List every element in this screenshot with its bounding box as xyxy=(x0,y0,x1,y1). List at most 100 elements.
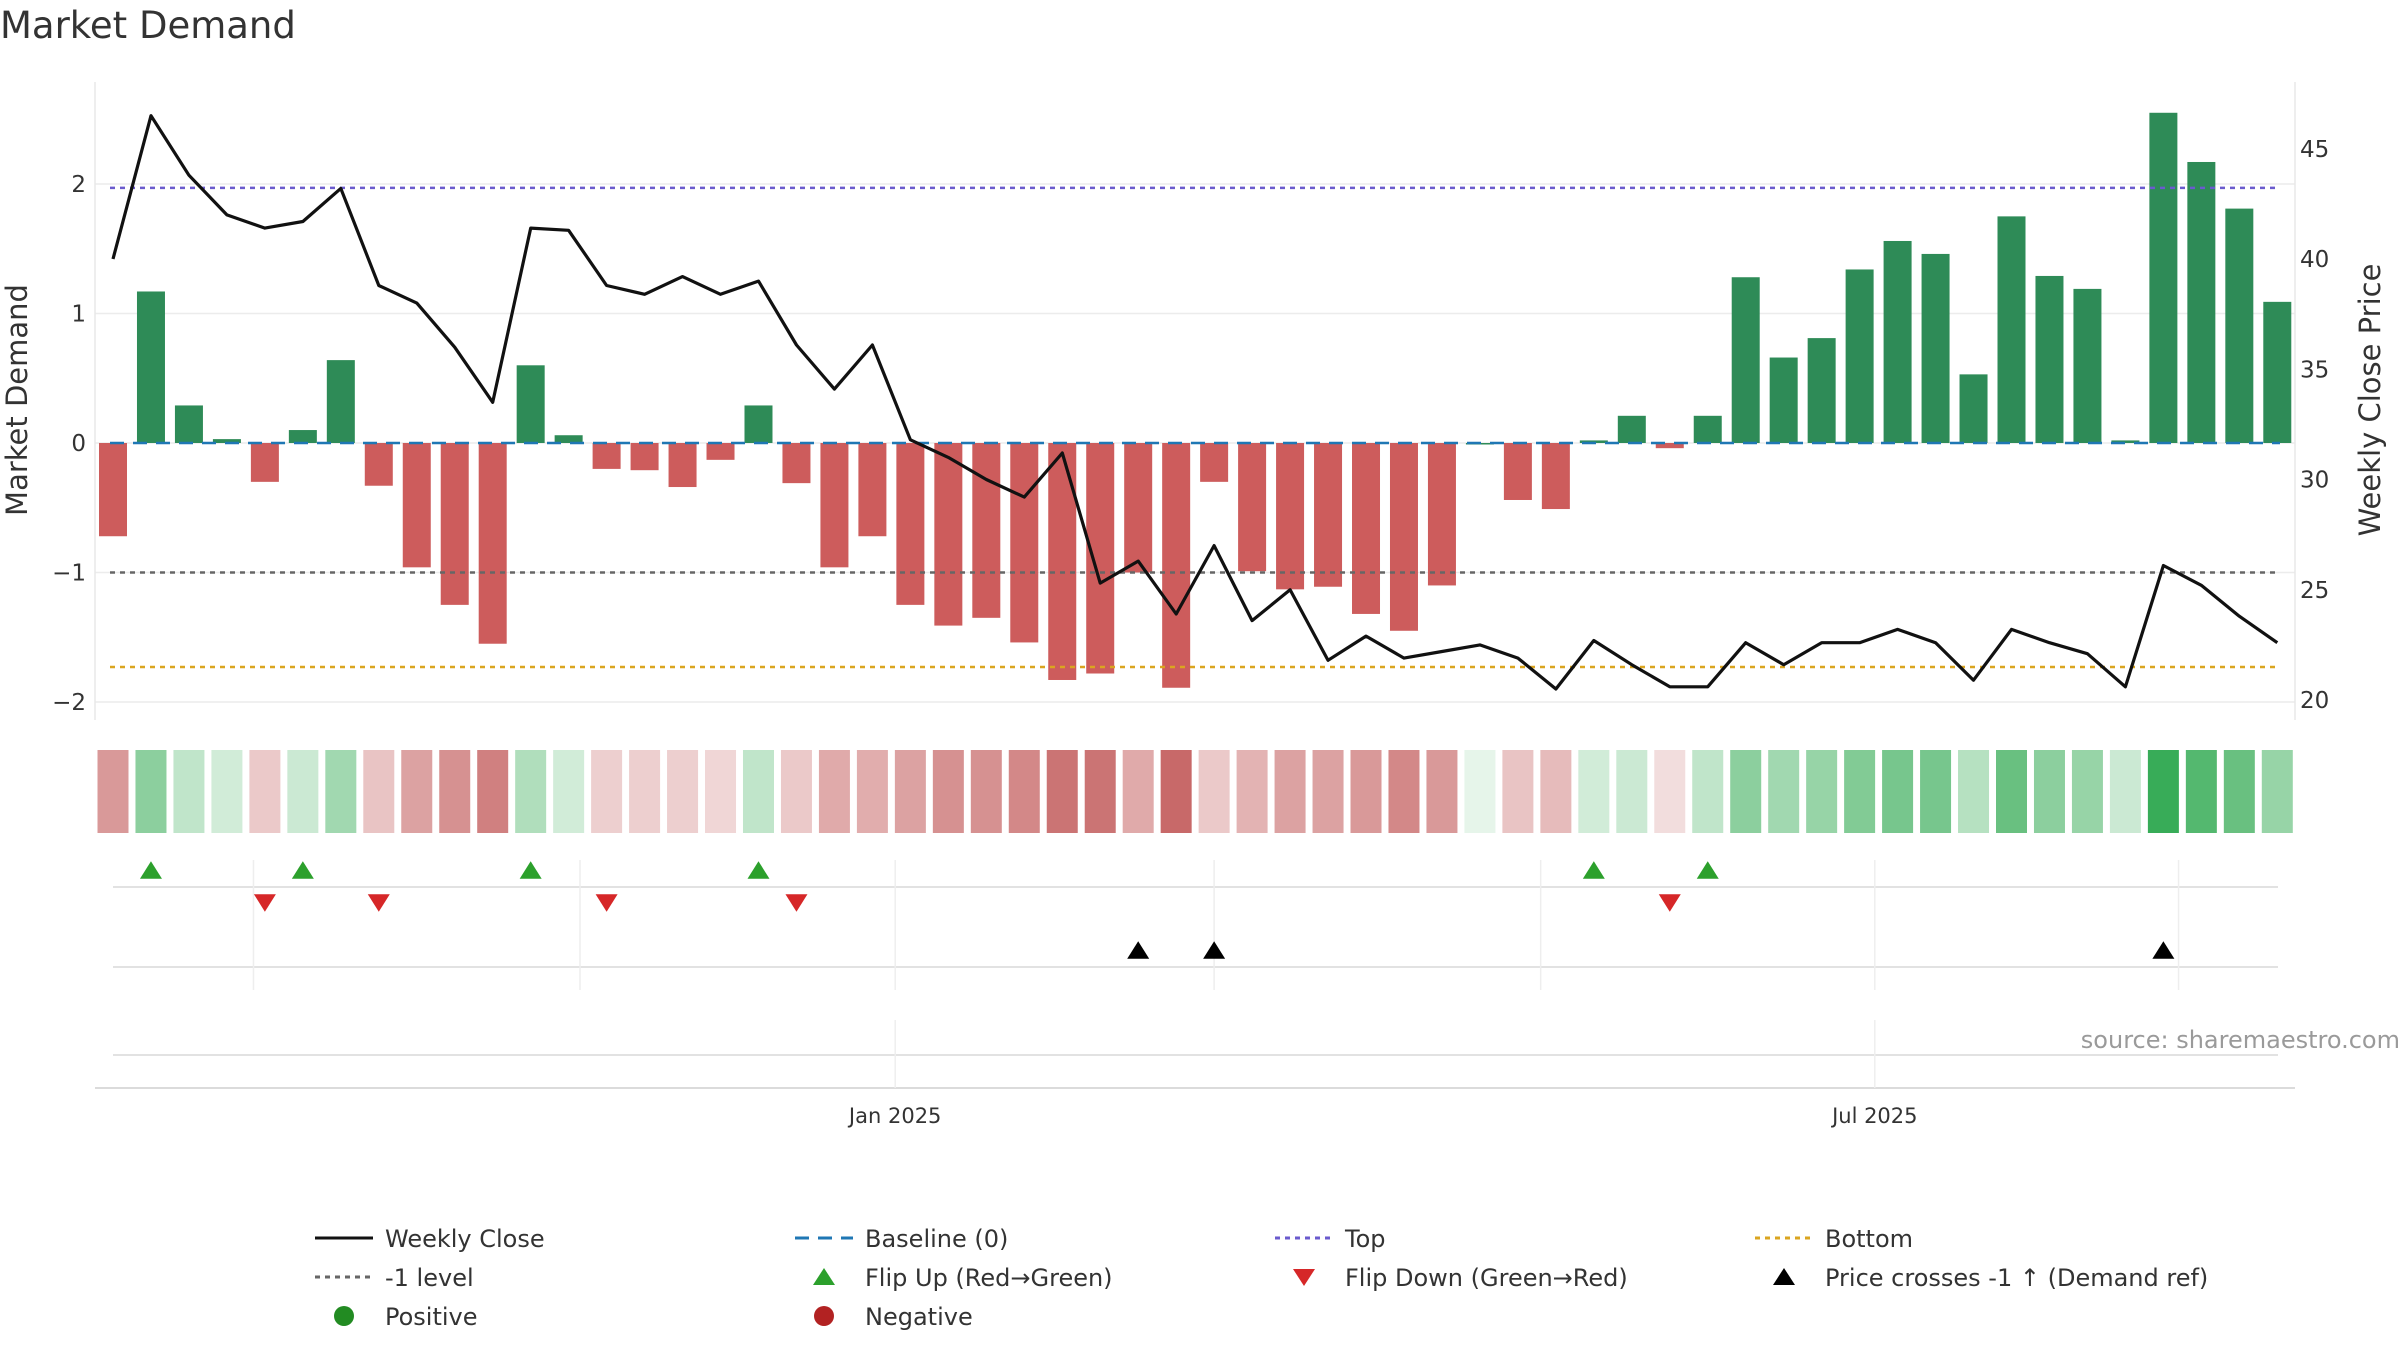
heat-cell-28 xyxy=(1160,750,1192,833)
demand-bar-44 xyxy=(1769,357,1798,443)
heat-cell-46 xyxy=(1844,750,1876,833)
demand-bar-3 xyxy=(212,439,241,443)
heat-cell-6 xyxy=(325,750,357,833)
demand-bar-40 xyxy=(1617,415,1646,443)
demand-bar-18 xyxy=(782,443,811,484)
right-tick-label-3: 30 xyxy=(2300,468,2329,494)
demand-bar-22 xyxy=(934,443,963,626)
heat-cell-51 xyxy=(2033,750,2065,833)
demand-bar-34 xyxy=(1389,443,1418,631)
flip-down-marker-0 xyxy=(253,894,276,912)
demand-bar-35 xyxy=(1427,443,1456,586)
demand-bar-11 xyxy=(516,365,545,443)
demand-bar-56 xyxy=(2225,208,2254,443)
heat-cell-52 xyxy=(2071,750,2103,833)
flip-up-marker-2 xyxy=(519,861,542,879)
legend-flip_down-label: Flip Down (Green→Red) xyxy=(1345,1264,1628,1292)
demand-bar-43 xyxy=(1731,277,1760,443)
legend-flip_up-swatch xyxy=(813,1268,835,1285)
heat-cell-55 xyxy=(2185,750,2217,833)
right-axis-title: Weekly Close Price xyxy=(2353,264,2387,537)
heat-cell-39 xyxy=(1578,750,1610,833)
heat-cell-8 xyxy=(401,750,433,833)
heat-cell-45 xyxy=(1806,750,1838,833)
heat-cell-19 xyxy=(818,750,850,833)
demand-bar-28 xyxy=(1162,443,1191,688)
heat-cell-21 xyxy=(894,750,926,833)
demand-bar-4 xyxy=(250,443,279,482)
left-tick-label-2: 0 xyxy=(71,431,86,457)
demand-bar-13 xyxy=(592,443,621,469)
left-tick-label-3: −1 xyxy=(52,561,86,587)
heat-cell-36 xyxy=(1464,750,1496,833)
demand-bar-48 xyxy=(1921,253,1950,443)
left-axis-ticks: 2 1 0 −1 −2 xyxy=(52,172,86,716)
heat-cell-23 xyxy=(970,750,1002,833)
right-tick-label-1: 40 xyxy=(2300,247,2329,273)
legend-cross-label: Price crosses -1 ↑ (Demand ref) xyxy=(1825,1264,2208,1292)
heat-cell-5 xyxy=(287,750,319,833)
heat-cell-0 xyxy=(97,750,129,833)
demand-bar-23 xyxy=(972,443,1001,618)
heat-cell-31 xyxy=(1274,750,1306,833)
heat-cell-14 xyxy=(629,750,661,833)
legend-negative-label: Negative xyxy=(865,1303,973,1331)
legend-minus_one-label: -1 level xyxy=(385,1264,474,1292)
chart-title: Market Demand xyxy=(0,4,296,47)
demand-bar-19 xyxy=(820,443,849,568)
demand-bar-30 xyxy=(1238,443,1267,572)
demand-bar-53 xyxy=(2111,440,2140,443)
legend-flip_down-swatch xyxy=(1293,1269,1315,1286)
legend-baseline-label: Baseline (0) xyxy=(865,1225,1008,1253)
heat-cell-57 xyxy=(2261,750,2293,833)
date-label-1: Jul 2025 xyxy=(1830,1104,1917,1128)
date-label-0: Jan 2025 xyxy=(847,1104,942,1128)
demand-bar-47 xyxy=(1883,240,1912,443)
flip-down-marker-3 xyxy=(785,894,808,912)
demand-bar-27 xyxy=(1124,443,1153,573)
heat-cell-34 xyxy=(1388,750,1420,833)
heat-cell-30 xyxy=(1236,750,1268,833)
left-axis-title: Market Demand xyxy=(0,284,34,516)
demand-bar-39 xyxy=(1579,440,1608,443)
demand-bar-37 xyxy=(1503,443,1532,500)
legend-positive-swatch xyxy=(334,1306,354,1326)
heat-cell-47 xyxy=(1882,750,1914,833)
weekly-close-line xyxy=(111,114,2279,691)
demand-bar-29 xyxy=(1200,443,1229,482)
flip-down-marker-2 xyxy=(595,894,618,912)
flip-up-marker-1 xyxy=(291,861,314,879)
flip-up-marker-0 xyxy=(139,861,162,879)
heat-cell-20 xyxy=(856,750,888,833)
demand-bar-41 xyxy=(1655,443,1684,449)
heat-cell-41 xyxy=(1654,750,1686,833)
heat-cell-22 xyxy=(932,750,964,833)
demand-bar-7 xyxy=(364,443,393,486)
heat-cell-43 xyxy=(1730,750,1762,833)
heat-cell-17 xyxy=(742,750,774,833)
heat-cell-15 xyxy=(667,750,699,833)
demand-bar-55 xyxy=(2187,161,2216,444)
demand-bar-51 xyxy=(2035,275,2064,443)
heat-cell-33 xyxy=(1350,750,1382,833)
legend-top-label: Top xyxy=(1344,1225,1386,1253)
demand-bar-2 xyxy=(174,405,203,443)
heat-cell-56 xyxy=(2223,750,2255,833)
flip-down-marker-4 xyxy=(1658,894,1681,912)
heat-cell-32 xyxy=(1312,750,1344,833)
demand-bar-54 xyxy=(2149,112,2178,444)
source-label: source: sharemaestro.com xyxy=(2081,1026,2400,1054)
heat-cell-29 xyxy=(1198,750,1230,833)
legend-negative-swatch xyxy=(814,1306,834,1326)
demand-bar-21 xyxy=(896,443,925,605)
demand-bar-42 xyxy=(1693,415,1722,443)
left-tick-label-0: 2 xyxy=(71,172,86,198)
demand-bar-16 xyxy=(706,443,735,460)
left-tick-label-1: 1 xyxy=(71,302,86,328)
demand-bar-45 xyxy=(1807,338,1836,443)
heat-cell-10 xyxy=(477,750,509,833)
flip-up-marker-3 xyxy=(747,861,770,879)
demand-bar-50 xyxy=(1997,216,2026,443)
demand-bar-9 xyxy=(440,443,469,605)
